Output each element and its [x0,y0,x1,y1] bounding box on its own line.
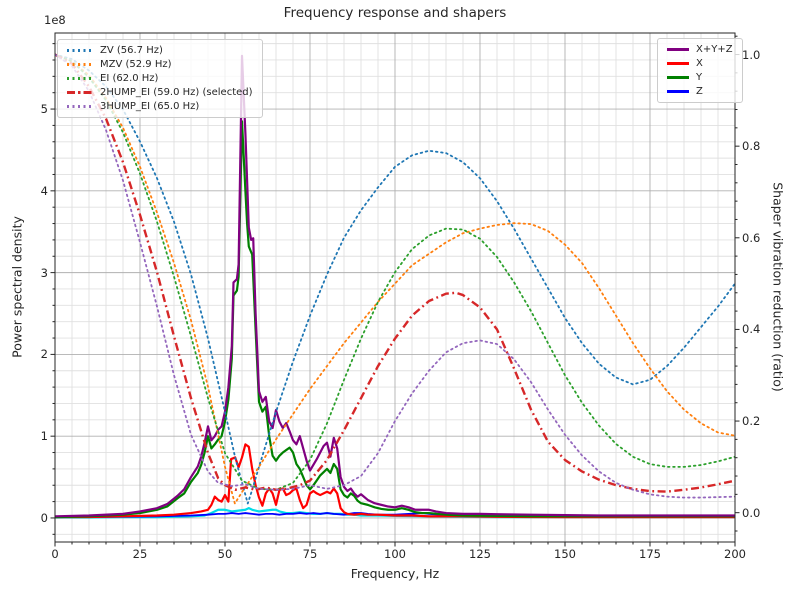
y-left-tick-label: 1 [40,429,48,444]
legend-line-sample [667,48,689,51]
legend-label: Y [696,72,703,83]
legend-label: X [696,58,703,69]
legend-label: ZV (56.7 Hz) [100,45,163,56]
x-tick-label: 125 [469,547,491,561]
legend-item: 2HUMP_EI (59.0 Hz) (selected) [67,87,253,98]
legend-item: ZV (56.7 Hz) [67,45,253,56]
legend-label: 3HUMP_EI (65.0 Hz) [100,101,200,112]
chart-title: Frequency response and shapers [283,5,507,21]
y-left-tick-label: 0 [40,510,48,525]
y-right-tick-label: 1.0 [742,47,761,62]
y-right-tick-label: 0.6 [742,230,761,245]
legend-label: Z [696,86,703,97]
y-axis-offset-text: 1e8 [44,13,66,27]
x-tick-label: 200 [724,547,746,561]
legend-axes-sum: X+Y+Z X Y Z [657,38,743,103]
legend-item: 3HUMP_EI (65.0 Hz) [67,101,253,112]
y-left-tick-label: 4 [40,183,48,198]
legend-line-sample [667,62,689,65]
legend-item: X [667,58,733,69]
x-tick-label: 0 [51,547,59,561]
legend-line-sample [667,76,689,79]
legend-item: Z [667,86,733,97]
y-right-tick-label: 0.2 [742,414,761,429]
legend-line-sample [667,90,689,93]
y-right-tick-label: 0.0 [742,505,761,520]
x-axis-label: Frequency, Hz [350,566,440,581]
y-right-tick-label: 0.8 [742,139,761,154]
x-tick-label: 100 [384,547,406,561]
legend-label: MZV (52.9 Hz) [100,59,172,70]
legend-line-sample [67,105,93,108]
legend-label: X+Y+Z [696,44,733,55]
legend-line-sample [67,63,93,66]
legend-item: EI (62.0 Hz) [67,73,253,84]
x-tick-label: 50 [217,547,233,561]
x-tick-label: 150 [554,547,576,561]
y-left-tick-label: 5 [40,102,48,117]
legend-label: 2HUMP_EI (59.0 Hz) (selected) [100,87,253,98]
legend-shapers: ZV (56.7 Hz) MZV (52.9 Hz) EI (62.0 Hz) 2HU… [57,39,263,118]
x-tick-label: 25 [132,547,148,561]
legend-label: EI (62.0 Hz) [100,73,159,84]
legend-line-sample [67,49,93,52]
legend-line-sample [67,90,93,95]
legend-item: Y [667,72,733,83]
y-left-tick-label: 2 [40,347,48,362]
legend-item: X+Y+Z [667,44,733,55]
legend-item: MZV (52.9 Hz) [67,59,253,70]
y-right-tick-label: 0.4 [742,322,761,337]
y-left-tick-label: 3 [40,265,48,280]
x-tick-label: 175 [639,547,661,561]
y-axis-left-label: Power spectral density [9,216,25,358]
legend-line-sample [67,77,93,80]
x-tick-label: 75 [302,547,318,561]
y-axis-right-label: Shaper vibration reduction (ratio) [770,182,786,392]
